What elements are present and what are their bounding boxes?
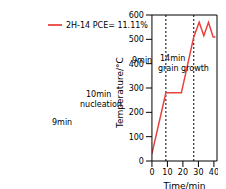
html-text:10min: 10min — [86, 90, 112, 99]
svg-text:0: 0 — [149, 168, 154, 177]
svg-text:10: 10 — [162, 168, 172, 177]
html-text:nucleation: nucleation — [80, 100, 122, 109]
svg-text:20: 20 — [178, 168, 188, 177]
svg-text:Temperature/°C: Temperature/°C — [115, 57, 125, 129]
html-text:2H-14 PCE= 11.11%: 2H-14 PCE= 11.11% — [66, 20, 148, 30]
html-text:14min: 14min — [160, 54, 186, 63]
html-text:9min: 9min — [52, 118, 73, 127]
html-text:9min: 9min — [132, 56, 153, 65]
svg-text:500: 500 — [129, 35, 144, 44]
svg-text:40: 40 — [209, 168, 218, 177]
svg-text:200: 200 — [129, 108, 144, 117]
svg-text:30: 30 — [193, 168, 203, 177]
svg-text:0: 0 — [139, 157, 144, 166]
svg-text:100: 100 — [129, 133, 144, 142]
svg-text:Time/min: Time/min — [162, 181, 205, 189]
svg-text:600: 600 — [129, 11, 144, 20]
svg-text:300: 300 — [129, 84, 144, 93]
html-text:grain growth: grain growth — [158, 64, 209, 73]
